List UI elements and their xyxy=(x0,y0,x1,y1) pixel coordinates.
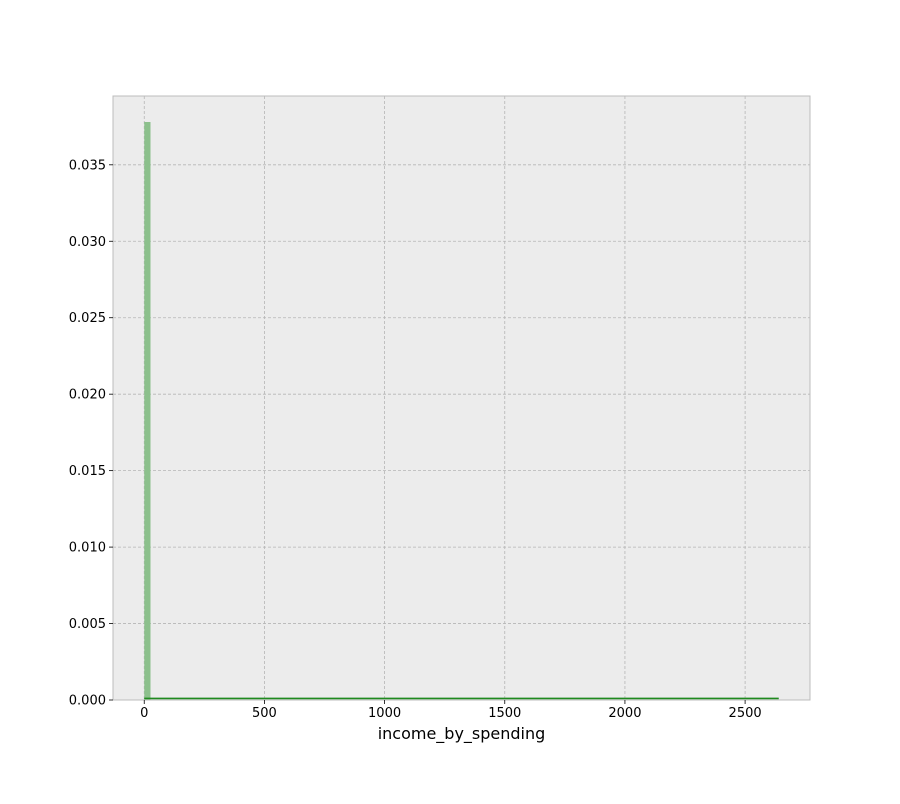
histogram-bars xyxy=(144,121,151,700)
x-tick-label: 500 xyxy=(252,706,277,721)
plot-area xyxy=(113,96,810,700)
plot-frame xyxy=(112,95,811,701)
y-axis-ticks: 0.000 0.005 0.010 0.015 0.020 0.025 0.030 0.035 xyxy=(69,158,113,709)
x-tick-label: 1000 xyxy=(368,706,401,721)
x-axis-ticks: 0 500 1000 1500 2000 2500 xyxy=(140,700,762,721)
y-tick-label: 0.005 xyxy=(69,617,106,632)
y-tick-label: 0.010 xyxy=(69,541,106,556)
histogram-bar xyxy=(144,121,151,700)
y-tick-label: 0.020 xyxy=(69,388,106,403)
x-tick-label: 2500 xyxy=(729,706,762,721)
x-axis-label: income_by_spending xyxy=(378,724,546,744)
y-tick-label: 0.025 xyxy=(69,311,106,326)
x-tick-label: 0 xyxy=(140,706,148,721)
x-tick-label: 2000 xyxy=(608,706,641,721)
y-tick-label: 0.030 xyxy=(69,235,106,250)
x-tick-label: 1500 xyxy=(488,706,521,721)
y-tick-label: 0.000 xyxy=(69,694,106,709)
y-tick-label: 0.015 xyxy=(69,464,106,479)
y-tick-label: 0.035 xyxy=(69,158,106,173)
